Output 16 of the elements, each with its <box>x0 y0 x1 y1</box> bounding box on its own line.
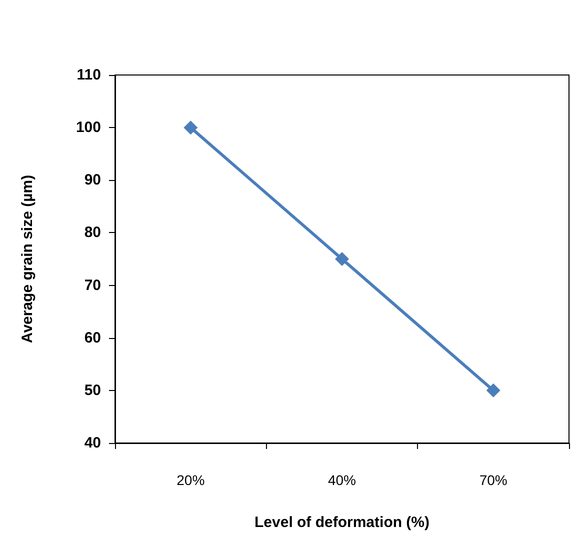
y-axis-title: Average grain size (µm) <box>19 174 36 344</box>
x-tick-label: 20% <box>176 472 205 488</box>
point <box>486 383 500 398</box>
y-tick-label: 40 <box>84 434 101 452</box>
x-tick-label: 70% <box>479 472 508 488</box>
y-tick-label: 50 <box>84 382 101 399</box>
x-axis-title: Level of deformation (%) <box>254 514 430 531</box>
y-tick-label: 110 <box>76 66 101 84</box>
y-tick-label: 80 <box>84 224 101 242</box>
y-tick-label: 70 <box>84 276 101 294</box>
y-tick-label: 60 <box>84 329 101 346</box>
point <box>335 252 349 266</box>
y-tick-label: 100 <box>76 119 101 136</box>
y-tick-label: 90 <box>84 172 101 189</box>
x-tick-label: 40% <box>328 472 356 488</box>
point <box>184 120 198 135</box>
